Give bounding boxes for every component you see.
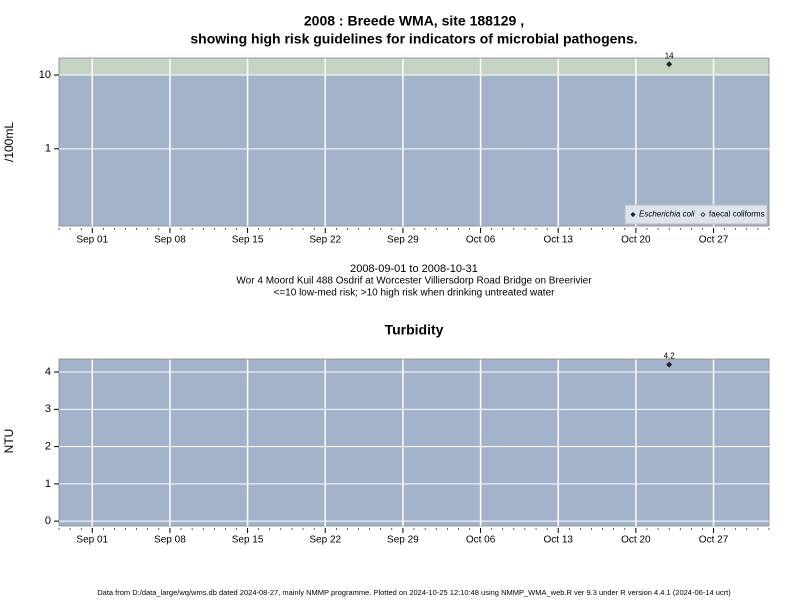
annotation: <=10 low-med risk; >10 high risk when dr… [274, 288, 556, 299]
x-tick-label: Sep 01 [76, 535, 108, 546]
chart-title: Turbidity [385, 322, 444, 338]
x-tick-label: Oct 20 [621, 535, 651, 546]
data-point [666, 61, 673, 68]
x-tick-label: Oct 27 [699, 235, 729, 246]
legend-marker [700, 211, 706, 218]
data-point [666, 361, 673, 368]
risk-band [59, 58, 769, 76]
x-tick-label: Oct 20 [621, 235, 651, 246]
x-tick-label: Sep 08 [154, 235, 186, 246]
x-tick-label: Sep 22 [309, 235, 341, 246]
x-tick-label: Sep 08 [154, 535, 186, 546]
y-tick-label: 4 [45, 366, 51, 378]
y-tick-label: 2 [45, 441, 51, 453]
chart-title: 2008 : Breede WMA, site 188129 , [304, 13, 524, 29]
y-axis-label: /100mL [2, 122, 16, 162]
chart-subtitle: showing high risk guidelines for indicat… [190, 31, 637, 47]
x-tick-label: Oct 27 [699, 535, 729, 546]
x-tick-label: Sep 29 [387, 235, 419, 246]
x-tick-label: Sep 01 [76, 235, 108, 246]
footer: Data from D:/data_large/wq/wms.db dated … [97, 588, 731, 597]
annotation: Wor 4 Moord Kuil 488 Osdrif at Worcester… [236, 276, 592, 287]
x-tick-label: Oct 06 [466, 535, 496, 546]
annotation: 2008-09-01 to 2008-10-31 [350, 263, 478, 275]
y-tick-label: 1 [45, 478, 51, 490]
plot-panel [58, 57, 770, 227]
x-tick-label: Sep 15 [232, 535, 264, 546]
x-tick-label: Oct 13 [543, 235, 573, 246]
y-axis-label: NTU [2, 429, 16, 454]
x-tick-label: Oct 06 [466, 235, 496, 246]
legend-label: faecal coliforms [709, 210, 765, 219]
plot-panel [58, 358, 770, 527]
y-tick-label: 0 [45, 515, 51, 527]
legend-label: Escherichia coli [639, 210, 695, 219]
x-tick-label: Sep 22 [309, 535, 341, 546]
data-label: 4.2 [664, 352, 676, 361]
y-tick-label: 1 [45, 143, 51, 155]
x-tick-label: Sep 29 [387, 535, 419, 546]
legend-box [624, 204, 768, 225]
x-tick-label: Sep 15 [232, 235, 264, 246]
x-tick-label: Oct 13 [543, 535, 573, 546]
y-tick-label: 10 [39, 69, 51, 81]
legend-marker [630, 211, 636, 218]
y-tick-label: 3 [45, 403, 51, 415]
data-label: 14 [665, 51, 674, 60]
